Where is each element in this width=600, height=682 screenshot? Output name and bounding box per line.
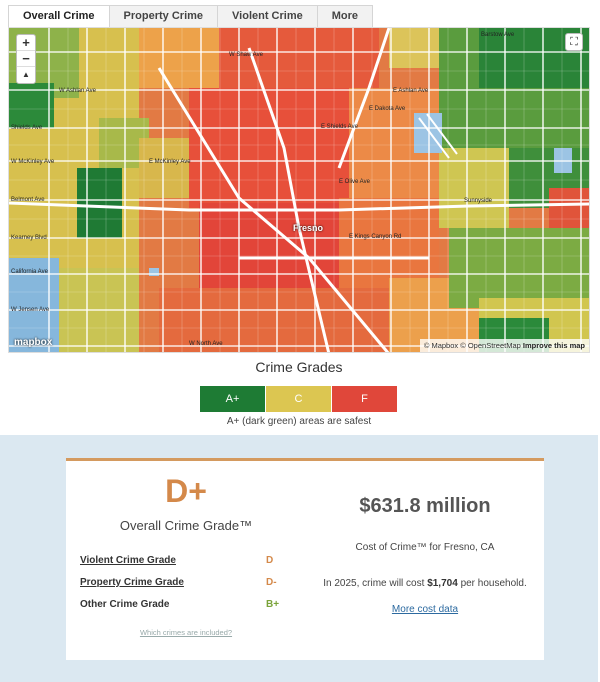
household-cost-text: In 2025, crime will cost $1,704 per hous… bbox=[306, 578, 544, 589]
zoom-controls: + − ▲ bbox=[16, 34, 36, 84]
violent-grade-link[interactable]: Violent Crime Grade bbox=[80, 555, 176, 566]
map-label-california: California Ave bbox=[11, 269, 48, 275]
attribution-text[interactable]: © Mapbox © OpenStreetMap bbox=[423, 341, 521, 350]
tab-violent-crime[interactable]: Violent Crime bbox=[218, 5, 318, 27]
zoom-in-button[interactable]: + bbox=[17, 35, 35, 51]
map-label-ashlan-e: E Ashlan Ave bbox=[393, 88, 429, 94]
tab-overall-crime[interactable]: Overall Crime bbox=[8, 5, 110, 27]
cost-of-crime-label: Cost of Crime™ for Fresno, CA bbox=[355, 542, 495, 553]
legend-c: C bbox=[266, 386, 331, 412]
legend-a-plus: A+ bbox=[200, 386, 265, 412]
map-label-fresno: Fresno bbox=[293, 223, 324, 233]
map-label-sunnyside: Sunnyside bbox=[464, 198, 493, 204]
map-label-dakota: E Dakota Ave bbox=[369, 106, 406, 112]
overall-grade-label: Overall Crime Grade™ bbox=[119, 518, 253, 533]
map-label-olive: E Olive Ave bbox=[339, 179, 370, 185]
map-label-ashlan-w: W Ashlan Ave bbox=[59, 88, 96, 94]
crime-heatmap-layer bbox=[9, 28, 589, 352]
map-label-kings-canyon: E Kings Canyon Rd bbox=[349, 234, 402, 240]
map-label-jensen: W Jensen Ave bbox=[11, 307, 50, 313]
crime-map[interactable]: + − ▲ ⛶ Barstow Ave W Shaw Ave W Ashlan … bbox=[8, 27, 590, 353]
property-grade-link[interactable]: Property Crime Grade bbox=[80, 577, 184, 588]
property-grade-value: D- bbox=[266, 577, 277, 588]
crime-grade-card: D+ Overall Crime Grade™ Violent Crime Gr… bbox=[66, 458, 544, 660]
fullscreen-button[interactable]: ⛶ bbox=[565, 33, 583, 51]
legend-f: F bbox=[332, 386, 397, 412]
household-amount: $1,704 bbox=[427, 578, 458, 589]
overall-grade: D+ bbox=[165, 473, 207, 509]
which-crimes-link[interactable]: Which crimes are included? bbox=[139, 628, 233, 637]
cost-of-crime-value: $631.8 million bbox=[359, 495, 491, 517]
map-label-mckinley-e: E McKinley Ave bbox=[149, 159, 191, 165]
zoom-out-button[interactable]: − bbox=[17, 51, 35, 67]
map-label-shaw: W Shaw Ave bbox=[229, 52, 263, 58]
map-attribution: © Mapbox © OpenStreetMap Improve this ma… bbox=[419, 339, 589, 352]
crime-type-tabs: Overall Crime Property Crime Violent Cri… bbox=[8, 5, 374, 27]
legend-note: A+ (dark green) areas are safest bbox=[226, 416, 372, 427]
violent-grade-value: D bbox=[266, 555, 274, 566]
map-label-belmont: Belmont Ave bbox=[11, 197, 45, 203]
summary-section: D+ Overall Crime Grade™ Violent Crime Gr… bbox=[0, 435, 598, 682]
household-prefix: In 2025, crime will cost bbox=[323, 578, 425, 589]
mapbox-logo[interactable]: mapbox bbox=[14, 337, 53, 348]
property-grade-row: Property Crime Grade D- bbox=[80, 577, 290, 588]
map-label-mckinley-w: W McKinley Ave bbox=[11, 159, 55, 165]
grade-legend: A+ C F bbox=[200, 386, 398, 412]
map-label-shields-w: Shields Ave bbox=[11, 125, 43, 131]
other-grade-label: Other Crime Grade bbox=[80, 599, 170, 610]
map-label-kearney: Kearney Blvd bbox=[11, 235, 47, 241]
tab-more[interactable]: More bbox=[317, 5, 374, 27]
map-label-shields-e: E Shields Ave bbox=[321, 124, 358, 130]
other-grade-value: B+ bbox=[266, 599, 280, 610]
legend-title: Crime Grades bbox=[255, 359, 343, 375]
household-suffix: per household. bbox=[460, 578, 527, 589]
compass-button[interactable]: ▲ bbox=[22, 70, 30, 79]
violent-grade-row: Violent Crime Grade D bbox=[80, 555, 290, 566]
map-label-north: W North Ave bbox=[189, 341, 223, 347]
tab-property-crime[interactable]: Property Crime bbox=[109, 5, 219, 27]
map-label-barstow: Barstow Ave bbox=[481, 32, 515, 38]
improve-map-link[interactable]: Improve this map bbox=[522, 341, 585, 350]
other-grade-row: Other Crime Grade B+ bbox=[80, 599, 290, 610]
more-cost-data-link[interactable]: More cost data bbox=[391, 604, 459, 615]
